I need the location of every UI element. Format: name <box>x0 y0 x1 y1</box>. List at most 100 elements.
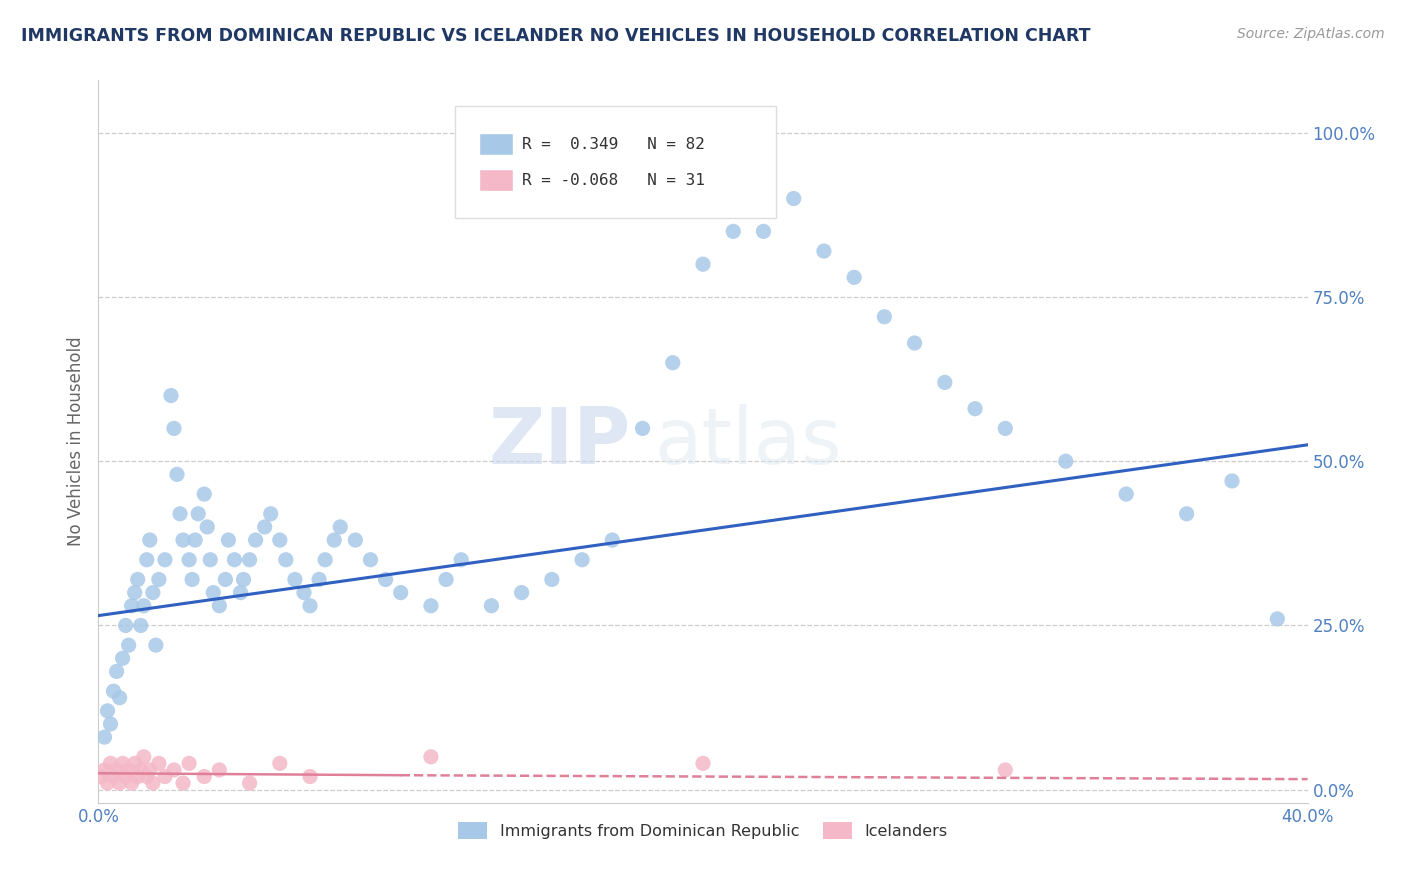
Y-axis label: No Vehicles in Household: No Vehicles in Household <box>66 336 84 547</box>
Point <box>184 533 207 547</box>
Point <box>96 776 118 790</box>
Point <box>118 763 141 777</box>
Point <box>124 756 146 771</box>
Point <box>224 553 246 567</box>
Point <box>232 573 254 587</box>
Point <box>208 763 231 777</box>
Point <box>121 776 143 790</box>
Point <box>145 638 167 652</box>
Point <box>160 388 183 402</box>
Point <box>389 585 412 599</box>
Point <box>139 533 162 547</box>
Point <box>1054 454 1077 468</box>
Point <box>692 257 714 271</box>
Point <box>114 770 136 784</box>
Point <box>132 599 155 613</box>
Point <box>129 618 152 632</box>
Point <box>118 638 141 652</box>
Point <box>723 224 745 238</box>
Point <box>245 533 267 547</box>
Point <box>269 533 291 547</box>
Point <box>148 573 170 587</box>
Point <box>193 770 215 784</box>
Point <box>292 585 315 599</box>
Point <box>90 770 112 784</box>
Point <box>193 487 215 501</box>
Point <box>481 599 503 613</box>
FancyBboxPatch shape <box>479 133 513 154</box>
Point <box>127 770 149 784</box>
Point <box>239 553 262 567</box>
Point <box>96 704 118 718</box>
Point <box>124 585 146 599</box>
Point <box>692 756 714 771</box>
Point <box>229 585 252 599</box>
Point <box>540 573 562 587</box>
Point <box>994 763 1017 777</box>
Point <box>844 270 866 285</box>
FancyBboxPatch shape <box>479 169 513 191</box>
Point <box>344 533 367 547</box>
Point <box>1220 474 1243 488</box>
Point <box>934 376 956 390</box>
Point <box>187 507 209 521</box>
Point <box>103 770 125 784</box>
Point <box>329 520 352 534</box>
Point <box>93 730 115 744</box>
Point <box>420 749 443 764</box>
Point <box>103 684 125 698</box>
Point <box>108 776 131 790</box>
Point <box>813 244 835 258</box>
Point <box>434 573 457 587</box>
Point <box>217 533 239 547</box>
Point <box>200 553 222 567</box>
Text: R = -0.068   N = 31: R = -0.068 N = 31 <box>522 173 704 188</box>
Point <box>179 756 201 771</box>
Point <box>420 599 443 613</box>
Point <box>602 533 624 547</box>
Point <box>783 192 806 206</box>
Point <box>510 585 533 599</box>
Point <box>153 770 176 784</box>
Point <box>105 665 128 679</box>
Point <box>260 507 283 521</box>
Point <box>169 507 191 521</box>
Point <box>239 776 262 790</box>
Point <box>105 763 128 777</box>
Point <box>299 770 322 784</box>
Point <box>450 553 472 567</box>
Point <box>1175 507 1198 521</box>
Text: ZIP: ZIP <box>488 403 630 480</box>
Point <box>139 763 162 777</box>
Point <box>111 756 134 771</box>
Point <box>661 356 683 370</box>
Point <box>163 763 186 777</box>
Point <box>129 763 152 777</box>
Point <box>374 573 396 587</box>
Point <box>148 756 170 771</box>
Point <box>142 776 165 790</box>
Point <box>253 520 276 534</box>
Text: R =  0.349   N = 82: R = 0.349 N = 82 <box>522 137 704 152</box>
Point <box>1115 487 1137 501</box>
Point <box>111 651 134 665</box>
Point <box>314 553 336 567</box>
Point <box>752 224 775 238</box>
Point <box>299 599 322 613</box>
Point <box>100 756 122 771</box>
Point <box>114 618 136 632</box>
Point <box>93 763 115 777</box>
Point <box>179 553 201 567</box>
Text: IMMIGRANTS FROM DOMINICAN REPUBLIC VS ICELANDER NO VEHICLES IN HOUSEHOLD CORRELA: IMMIGRANTS FROM DOMINICAN REPUBLIC VS IC… <box>21 27 1091 45</box>
Point <box>153 553 176 567</box>
Point <box>135 553 157 567</box>
Point <box>284 573 307 587</box>
Point <box>1267 612 1289 626</box>
Point <box>166 467 188 482</box>
Point <box>904 336 927 351</box>
Point <box>108 690 131 705</box>
Point <box>994 421 1017 435</box>
Point <box>142 585 165 599</box>
Point <box>308 573 330 587</box>
Point <box>121 599 143 613</box>
